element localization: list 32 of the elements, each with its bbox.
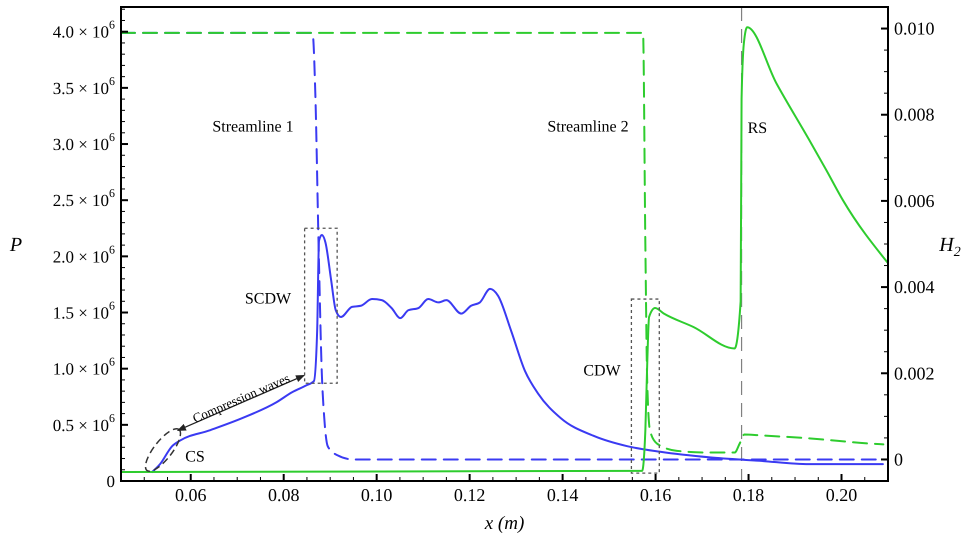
y-tick-label: 0 — [106, 472, 115, 490]
x-tick-label: 0.20 — [826, 485, 858, 505]
y-axis-title: P — [8, 234, 22, 256]
y-tick-label: 1.5 × 10$^{6}$ — [52, 298, 116, 322]
y-tick-label: 3.0 × 10$^{6}$ — [52, 130, 116, 154]
x-tick-label: 0.16 — [640, 485, 672, 505]
y-tick-label: 0.5 × 10$^{6}$ — [52, 410, 116, 434]
y2-tick-label: 0 — [894, 449, 903, 470]
x-tick-label: 0.12 — [454, 485, 486, 505]
y2-axis-title: H$_{2}$ — [938, 234, 961, 260]
y-tick-label: 1.0 × 10$^{6}$ — [52, 354, 116, 378]
annotation: Streamline 2 — [547, 118, 629, 136]
x-tick-label: 0.18 — [732, 485, 764, 505]
y2-tick-label: 0.006 — [894, 190, 934, 211]
x-axis-title: x (m) — [484, 513, 524, 534]
annotation: CS — [185, 448, 205, 466]
x-tick-label: 0.08 — [268, 485, 300, 505]
y2-tick-label: 0.002 — [894, 363, 934, 384]
y-tick-label: 2.0 × 10$^{6}$ — [52, 242, 116, 266]
ref-line-label: RS — [748, 120, 768, 137]
y-tick-label: 2.5 × 10$^{6}$ — [52, 186, 116, 210]
y-tick-label: 4.0 × 10$^{6}$ — [52, 18, 116, 42]
y2-tick-label: 0.010 — [894, 18, 934, 39]
x-tick-label: 0.10 — [360, 485, 392, 505]
y-tick-label: 3.5 × 10$^{6}$ — [52, 74, 116, 98]
annotation: SCDW — [244, 290, 292, 308]
x-tick-label: 0.06 — [174, 485, 206, 505]
annotation: Streamline 1 — [212, 118, 294, 136]
x-tick-label: 0.14 — [546, 485, 578, 505]
y2-tick-label: 0.004 — [894, 277, 934, 298]
y2-tick-label: 0.008 — [894, 104, 934, 125]
annotation: CDW — [583, 362, 622, 380]
